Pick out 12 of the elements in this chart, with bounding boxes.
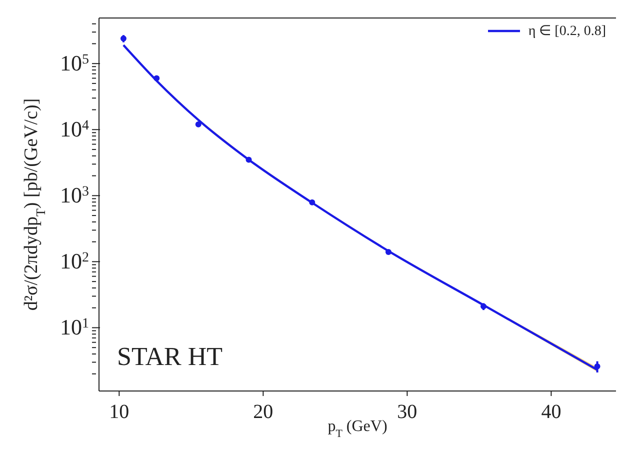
y-tick-label: 10$^{2}$ — [60, 248, 89, 274]
y-tick-label: 10$^{4}$ — [60, 116, 89, 142]
x-tick-label: 30 — [397, 401, 418, 423]
x-axis-title: p$_{T}$ (GeV) — [328, 418, 388, 440]
x-tick-label: 20 — [253, 401, 274, 423]
y-tick-label: 10$^{1}$ — [60, 314, 89, 340]
x-tick-label: 40 — [541, 401, 562, 423]
x-tick-label: 10 — [109, 401, 130, 423]
legend-label: η ∈ [0.2, 0.8] — [528, 23, 606, 40]
y-tick-label: 10$^{3}$ — [60, 182, 89, 208]
annotation: STAR HT — [117, 342, 223, 371]
y-tick-label: 10$^{5}$ — [60, 50, 89, 76]
